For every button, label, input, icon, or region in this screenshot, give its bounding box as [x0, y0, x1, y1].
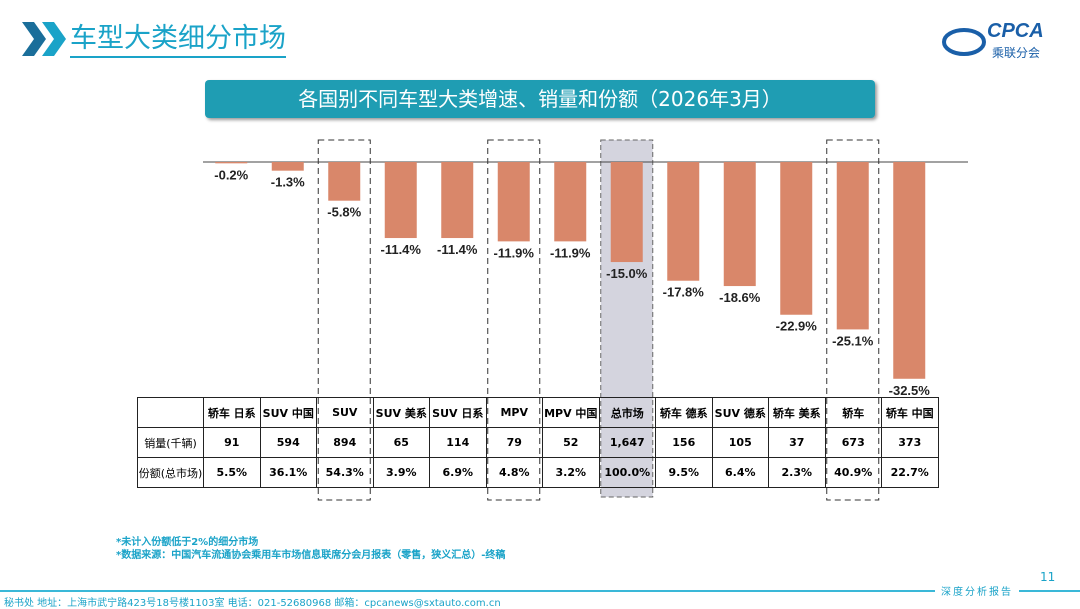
bar — [215, 162, 248, 164]
page-number: 11 — [1040, 570, 1056, 584]
chevron-icon — [22, 22, 66, 56]
table-cell: 6.9% — [429, 457, 487, 488]
data-label: -25.1% — [832, 333, 874, 348]
table-cell: 40.9% — [824, 457, 882, 488]
bar — [780, 162, 813, 315]
table-cell: 5.5% — [203, 457, 261, 488]
table-cell: 4.8% — [485, 457, 543, 488]
data-label: -5.8% — [327, 205, 361, 220]
bar — [893, 162, 926, 379]
page-title: 车型大类细分市场 — [70, 22, 286, 58]
column-header: 轿车 德系 — [655, 397, 713, 428]
column-header: MPV — [485, 397, 543, 428]
data-label: -15.0% — [606, 266, 648, 281]
table-cell: 91 — [203, 427, 261, 458]
data-table: 轿车 日系 SUV 中国 SUV SUV 美系 SUV 日系 MPV MPV 中国 总市场 轿车… — [137, 397, 939, 488]
bar — [384, 162, 417, 239]
bar — [836, 162, 869, 330]
bar — [271, 162, 304, 171]
bar — [723, 162, 756, 287]
table-cell: 673 — [824, 427, 882, 458]
table-row: 份额(总市场) 5.5% 36.1% 54.3% 3.9% 6.9% 4.8% 3.2% 100… — [137, 457, 939, 488]
data-label: -22.9% — [776, 319, 818, 334]
data-label: -11.4% — [381, 242, 422, 257]
column-header: 轿车 中国 — [881, 397, 939, 428]
footer-address: 秘书处 地址：上海市武宁路423号18号楼1103室 电话：021-526809… — [4, 598, 501, 609]
notes: *未计入份额低于2%的细分市场 *数据来源：中国汽车流通协会乘用车市场信息联席分… — [116, 536, 505, 562]
footer-tag: 深度分析报告 — [935, 583, 1019, 598]
table-cell: 54.3% — [316, 457, 374, 488]
data-label: -11.9% — [494, 245, 535, 260]
column-header: SUV 中国 — [259, 397, 317, 428]
table-cell: 65 — [372, 427, 430, 458]
column-header: MPV 中国 — [542, 397, 600, 428]
table-cell: 22.7% — [881, 457, 939, 488]
highlight-box — [826, 139, 880, 501]
bar — [667, 162, 700, 281]
data-label: -1.3% — [271, 175, 305, 190]
table-cell: 79 — [485, 427, 543, 458]
column-header: 总市场 — [598, 397, 656, 428]
column-header: SUV 日系 — [429, 397, 487, 428]
table-cell: 37 — [768, 427, 826, 458]
highlight-box — [487, 139, 541, 501]
table-cell: 373 — [881, 427, 939, 458]
column-header: SUV 德系 — [711, 397, 769, 428]
table-cell: 105 — [711, 427, 769, 458]
table-cell: 894 — [316, 427, 374, 458]
table-cell: 1,647 — [598, 427, 656, 458]
table-header-row: 轿车 日系 SUV 中国 SUV SUV 美系 SUV 日系 MPV MPV 中国 总市场 轿车… — [137, 397, 939, 428]
data-label: -17.8% — [663, 285, 705, 300]
column-header: 轿车 美系 — [768, 397, 826, 428]
bar — [497, 162, 530, 242]
row-label: 份额(总市场) — [137, 457, 204, 488]
data-label: -11.9% — [550, 245, 591, 260]
column-header: 轿车 — [824, 397, 882, 428]
table-cell: 594 — [259, 427, 317, 458]
bar — [554, 162, 587, 242]
bar — [328, 162, 361, 201]
column-header: SUV — [316, 397, 374, 428]
row-label: 销量(千辆) — [137, 427, 204, 458]
data-label: -18.6% — [719, 290, 761, 305]
table-cell: 52 — [542, 427, 600, 458]
note: *未计入份额低于2%的细分市场 — [116, 537, 259, 548]
table-cell: 2.3% — [768, 457, 826, 488]
table-cell: 100.0% — [598, 457, 656, 488]
table-cell: 114 — [429, 427, 487, 458]
table-cell: 36.1% — [259, 457, 317, 488]
data-label: -0.2% — [214, 167, 248, 182]
column-header: 轿车 日系 — [203, 397, 261, 428]
table-corner — [137, 397, 204, 428]
table-cell: 3.9% — [372, 457, 430, 488]
bar — [610, 162, 643, 263]
cpca-logo: CPCA 乘联分会 — [942, 20, 1067, 62]
highlight-box — [317, 139, 371, 501]
table-row: 销量(千辆) 91 594 894 65 114 79 52 1,647 156 105 37 673 3… — [137, 427, 939, 458]
chart-title: 各国别不同车型大类增速、销量和份额（2026年3月） — [205, 80, 875, 118]
table-cell: 6.4% — [711, 457, 769, 488]
note: *数据来源：中国汽车流通协会乘用车市场信息联席分会月报表（零售，狭义汇总）-终稿 — [116, 550, 506, 561]
bar — [441, 162, 474, 239]
data-label: -11.4% — [437, 242, 478, 257]
table-cell: 9.5% — [655, 457, 713, 488]
footer-divider — [0, 590, 1080, 592]
data-label: -32.5% — [889, 383, 931, 398]
column-header: SUV 美系 — [372, 397, 430, 428]
table-cell: 156 — [655, 427, 713, 458]
table-cell: 3.2% — [542, 457, 600, 488]
